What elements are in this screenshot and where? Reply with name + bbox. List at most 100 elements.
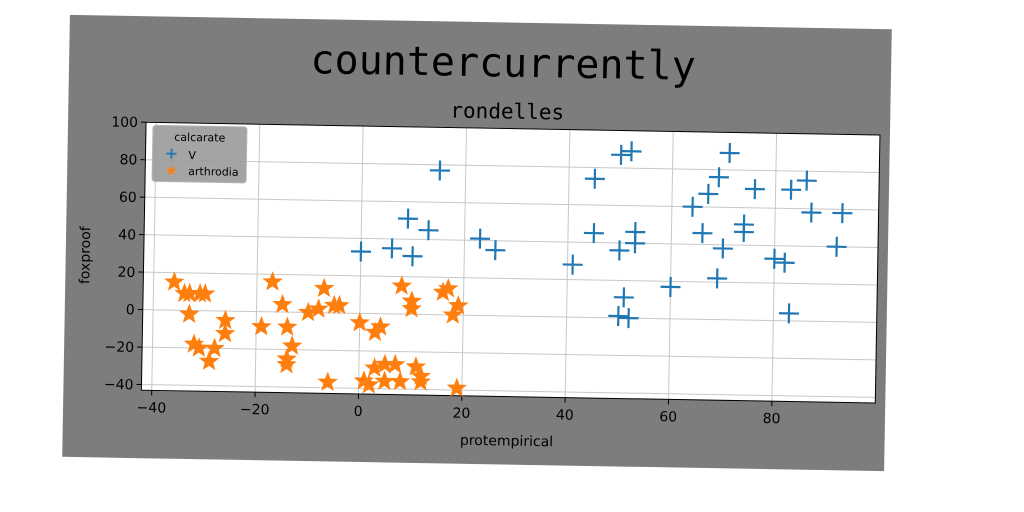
data-point-v bbox=[774, 252, 795, 273]
plot-area bbox=[141, 122, 880, 403]
data-point-arthrodia bbox=[442, 304, 464, 324]
data-point-v bbox=[778, 303, 799, 324]
chart-subtitle: rondelles bbox=[450, 99, 564, 125]
data-point-arthrodia bbox=[370, 316, 391, 336]
y-grid-line bbox=[145, 159, 880, 174]
data-point-arthrodia bbox=[272, 293, 293, 314]
legend-box bbox=[151, 124, 248, 184]
data-point-arthrodia bbox=[251, 315, 272, 336]
data-point-v bbox=[764, 248, 785, 269]
data-point-v bbox=[712, 238, 733, 259]
data-point-arthrodia bbox=[446, 377, 468, 397]
data-point-arthrodia bbox=[391, 275, 412, 295]
data-point-arthrodia bbox=[262, 271, 283, 291]
x-tick-label: 40 bbox=[556, 407, 574, 423]
data-point-arthrodia bbox=[385, 353, 406, 374]
axes-frame bbox=[140, 121, 881, 404]
y-grid-line bbox=[143, 271, 878, 286]
legend-plus-marker bbox=[166, 148, 177, 159]
legend-entry-v: V bbox=[188, 149, 196, 162]
y-grid-line bbox=[144, 234, 878, 248]
data-point-v bbox=[609, 240, 630, 261]
data-point-v bbox=[698, 183, 719, 204]
data-point-v bbox=[611, 144, 632, 165]
data-point-v bbox=[692, 223, 713, 244]
data-point-arthrodia bbox=[276, 353, 297, 374]
x-tick-label: −40 bbox=[136, 400, 166, 417]
data-point-arthrodia bbox=[349, 312, 370, 332]
data-point-v bbox=[826, 236, 847, 257]
chart-title: countercurrently bbox=[310, 37, 696, 90]
data-point-v bbox=[608, 306, 629, 327]
x-tick-label: 20 bbox=[452, 406, 470, 422]
data-point-arthrodia bbox=[438, 277, 459, 298]
y-tick-label: 60 bbox=[119, 190, 137, 206]
data-point-v bbox=[801, 202, 822, 223]
data-point-arthrodia bbox=[410, 371, 431, 391]
data-point-v bbox=[402, 246, 423, 267]
y-grid-line bbox=[142, 309, 877, 323]
data-point-v bbox=[618, 308, 639, 329]
axis-ticks: −40 −20 0 20 40 60 80 −40 −20 0 20 40 60 80 100 bbox=[104, 115, 881, 427]
data-point-arthrodia bbox=[448, 295, 469, 315]
data-point-v bbox=[584, 168, 605, 189]
y-tick-label: 20 bbox=[117, 265, 135, 281]
data-point-v bbox=[583, 223, 604, 244]
x-tick-label: 60 bbox=[659, 409, 677, 425]
data-point-arthrodia bbox=[401, 297, 422, 318]
data-point-v bbox=[398, 208, 419, 229]
data-point-v bbox=[470, 228, 491, 249]
data-point-v bbox=[733, 221, 754, 243]
data-point-arthrodia bbox=[204, 337, 225, 358]
data-point-v bbox=[350, 241, 371, 262]
data-point-v bbox=[621, 141, 642, 162]
y-tick-label: 0 bbox=[126, 302, 135, 318]
y-tick-label: −20 bbox=[104, 339, 134, 356]
y-grid-line bbox=[141, 384, 876, 398]
data-point-v bbox=[660, 276, 681, 297]
x-grid-line bbox=[254, 124, 261, 393]
legend-star-marker bbox=[166, 165, 177, 176]
data-point-v bbox=[625, 221, 646, 242]
data-point-arthrodia bbox=[308, 298, 329, 318]
data-point-v bbox=[613, 287, 634, 308]
data-point-v bbox=[719, 143, 740, 164]
data-point-v bbox=[707, 268, 728, 289]
x-tick-label: 80 bbox=[763, 411, 781, 427]
data-point-v bbox=[708, 167, 729, 188]
y-tick-label: −40 bbox=[104, 377, 134, 394]
data-point-arthrodia bbox=[401, 290, 423, 310]
data-point-v bbox=[781, 179, 802, 200]
y-tick-label: 100 bbox=[111, 115, 138, 131]
data-point-v bbox=[485, 240, 506, 261]
data-point-v bbox=[562, 254, 583, 275]
legend-title: calcarate bbox=[174, 131, 225, 145]
y-grid-line bbox=[142, 346, 877, 361]
data-point-v bbox=[796, 170, 817, 191]
x-tick-label: −20 bbox=[240, 402, 270, 419]
data-point-arthrodia bbox=[164, 271, 185, 291]
y-grid-line bbox=[144, 196, 879, 211]
x-tick-label: 0 bbox=[354, 404, 363, 420]
data-point-arthrodia bbox=[405, 356, 427, 376]
data-point-arthrodia bbox=[389, 370, 411, 391]
data-point-arthrodia bbox=[317, 371, 338, 391]
data-point-arthrodia bbox=[281, 335, 303, 355]
x-axis-label: protempirical bbox=[460, 433, 553, 451]
data-point-v bbox=[744, 179, 765, 200]
legend-star-glyph bbox=[166, 165, 177, 176]
scatter-points bbox=[164, 141, 853, 397]
data-point-arthrodia bbox=[194, 283, 216, 303]
legend-plus-glyph bbox=[166, 148, 177, 159]
legend-entry-arthrodia: arthrodia bbox=[188, 165, 239, 179]
data-point-arthrodia bbox=[313, 277, 335, 298]
x-grid-line bbox=[668, 131, 674, 400]
data-point-arthrodia bbox=[358, 374, 380, 394]
data-point-v bbox=[682, 196, 703, 217]
y-axis-label: foxproof bbox=[77, 225, 94, 284]
data-point-v bbox=[832, 203, 853, 224]
legend: calcarate V arthrodia bbox=[151, 124, 248, 184]
data-point-arthrodia bbox=[214, 322, 236, 343]
data-point-v bbox=[418, 220, 439, 241]
